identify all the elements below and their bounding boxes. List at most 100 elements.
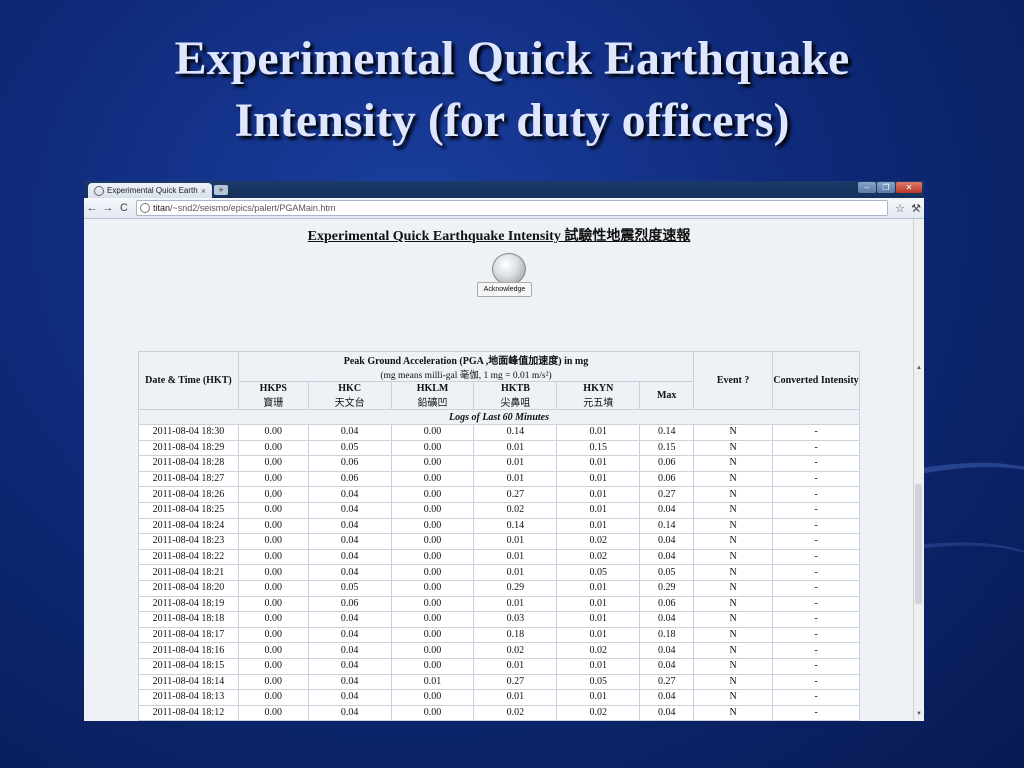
table-cell: 2011-08-04 18:13 xyxy=(138,689,239,706)
logs-label: Logs of Last 60 Minutes xyxy=(138,409,860,425)
star-icon[interactable]: ☆ xyxy=(895,202,905,215)
table-cell: 0.02 xyxy=(473,704,558,721)
table-cell: N xyxy=(693,689,774,706)
table-cell: 0.14 xyxy=(473,517,558,535)
table-cell: 0.04 xyxy=(307,704,392,721)
table-cell: 0.04 xyxy=(639,501,695,519)
table-cell: 0.02 xyxy=(556,642,641,659)
acknowledge-button[interactable]: Acknowledge xyxy=(477,282,532,297)
globe-icon xyxy=(140,203,150,213)
table-cell: 0.06 xyxy=(639,470,695,488)
table-cell: 0.00 xyxy=(390,470,475,488)
forward-button[interactable]: → xyxy=(102,202,114,214)
url-path: /~snd2/seismo/epics/palert/PGAMain.htm xyxy=(170,203,336,213)
table-cell: N xyxy=(693,501,774,519)
table-cell: 0.02 xyxy=(556,548,641,566)
tab-title: Experimental Quick Earth xyxy=(107,186,198,195)
table-cell: 0.00 xyxy=(237,439,309,457)
table-cell: 0.01 xyxy=(556,689,641,706)
table-cell: 0.04 xyxy=(307,486,392,503)
table-cell: 0.00 xyxy=(390,501,475,519)
table-cell: N xyxy=(693,517,774,535)
table-cell: 0.18 xyxy=(473,626,558,644)
converted-intensity-header: Converted Intensity xyxy=(772,351,860,410)
table-cell: 0.27 xyxy=(473,486,558,503)
table-cell: 0.01 xyxy=(473,689,558,706)
table-cell: 2011-08-04 18:26 xyxy=(138,486,239,503)
scroll-up-icon[interactable]: ▲ xyxy=(916,365,922,371)
table-cell: 0.00 xyxy=(237,424,309,441)
page-favicon-icon xyxy=(94,185,104,196)
table-cell: N xyxy=(693,455,774,472)
table-cell: 0.00 xyxy=(237,517,309,535)
table-cell: 0.00 xyxy=(237,548,309,566)
table-cell: 0.01 xyxy=(556,626,641,644)
station-name: 鉛礦凹 xyxy=(417,397,448,409)
table-cell: 0.01 xyxy=(556,455,641,472)
table-cell: 0.00 xyxy=(390,564,475,581)
table-cell: 0.00 xyxy=(390,626,475,644)
table-cell: 0.14 xyxy=(639,517,695,535)
table-cell: N xyxy=(693,439,774,457)
table-cell: 0.27 xyxy=(473,673,558,691)
page-heading: Experimental Quick Earthquake Intensity … xyxy=(307,229,691,244)
table-cell: N xyxy=(693,579,774,597)
table-cell: N xyxy=(693,595,774,613)
table-row: 2011-08-04 18:24 0.00 0.04 0.00 0.14 0.01 0.14… xyxy=(138,517,860,535)
scroll-down-icon[interactable]: ▼ xyxy=(916,711,922,717)
table-cell: 0.04 xyxy=(307,533,392,550)
table-cell: 0.02 xyxy=(556,533,641,550)
table-row: 2011-08-04 18:12 0.00 0.04 0.00 0.02 0.02 0.04… xyxy=(138,704,860,721)
table-row: 2011-08-04 18:21 0.00 0.04 0.00 0.01 0.05 0.05… xyxy=(138,564,860,581)
table-cell: 0.01 xyxy=(473,548,558,566)
table-cell: N xyxy=(693,564,774,581)
table-cell: - xyxy=(772,455,860,472)
table-cell: 0.00 xyxy=(237,673,309,691)
table-cell: - xyxy=(772,486,860,503)
vertical-scrollbar[interactable]: ▲ ▼ xyxy=(913,219,924,721)
table-cell: 0.00 xyxy=(237,455,309,472)
table-cell: 0.04 xyxy=(307,517,392,535)
table-cell: - xyxy=(772,548,860,566)
table-cell: - xyxy=(772,626,860,644)
new-tab-button[interactable]: + xyxy=(214,185,228,195)
wrench-icon[interactable]: ⚒ xyxy=(911,202,921,215)
table-cell: 0.01 xyxy=(473,470,558,488)
table-cell: 0.00 xyxy=(390,657,475,675)
table-cell: 0.00 xyxy=(390,424,475,441)
table-cell: 0.00 xyxy=(237,564,309,581)
table-cell: N xyxy=(693,657,774,675)
table-cell: 0.04 xyxy=(307,564,392,581)
table-cell: 0.05 xyxy=(556,564,641,581)
minimize-button[interactable]: – xyxy=(858,182,876,193)
tab-close-icon[interactable]: × xyxy=(200,185,206,196)
reload-button[interactable]: C xyxy=(120,202,128,214)
table-cell: N xyxy=(693,673,774,691)
station-name: 寶珊 xyxy=(263,397,284,409)
table-cell: 0.01 xyxy=(390,673,475,691)
back-button[interactable]: ← xyxy=(86,202,98,214)
table-row: 2011-08-04 18:19 0.00 0.06 0.00 0.01 0.01 0.06… xyxy=(138,595,860,613)
browser-toolbar: ← → C titan /~snd2/seismo/epics/palert/P… xyxy=(84,198,924,219)
close-window-button[interactable]: ✕ xyxy=(896,182,922,193)
table-cell: 0.04 xyxy=(639,689,695,706)
table-cell: 0.04 xyxy=(307,673,392,691)
table-cell: 2011-08-04 18:24 xyxy=(138,517,239,535)
table-cell: 0.00 xyxy=(237,595,309,613)
address-bar[interactable]: titan /~snd2/seismo/epics/palert/PGAMain… xyxy=(136,200,888,216)
table-row: 2011-08-04 18:17 0.00 0.04 0.00 0.18 0.01 0.18… xyxy=(138,626,860,644)
table-cell: 0.29 xyxy=(473,579,558,597)
table-row: 2011-08-04 18:14 0.00 0.04 0.01 0.27 0.05 0.27… xyxy=(138,673,860,691)
table-cell: 0.01 xyxy=(556,657,641,675)
table-cell: - xyxy=(772,579,860,597)
table-cell: 2011-08-04 18:16 xyxy=(138,642,239,659)
table-cell: 0.01 xyxy=(556,611,641,628)
table-cell: 0.01 xyxy=(556,579,641,597)
table-cell: 2011-08-04 18:15 xyxy=(138,657,239,675)
restore-button[interactable]: ❐ xyxy=(877,182,895,193)
table-cell: 0.01 xyxy=(473,657,558,675)
table-cell: 2011-08-04 18:25 xyxy=(138,501,239,519)
scroll-thumb[interactable] xyxy=(915,484,922,604)
browser-tab[interactable]: Experimental Quick Earth × xyxy=(88,183,212,198)
table-cell: 2011-08-04 18:17 xyxy=(138,626,239,644)
